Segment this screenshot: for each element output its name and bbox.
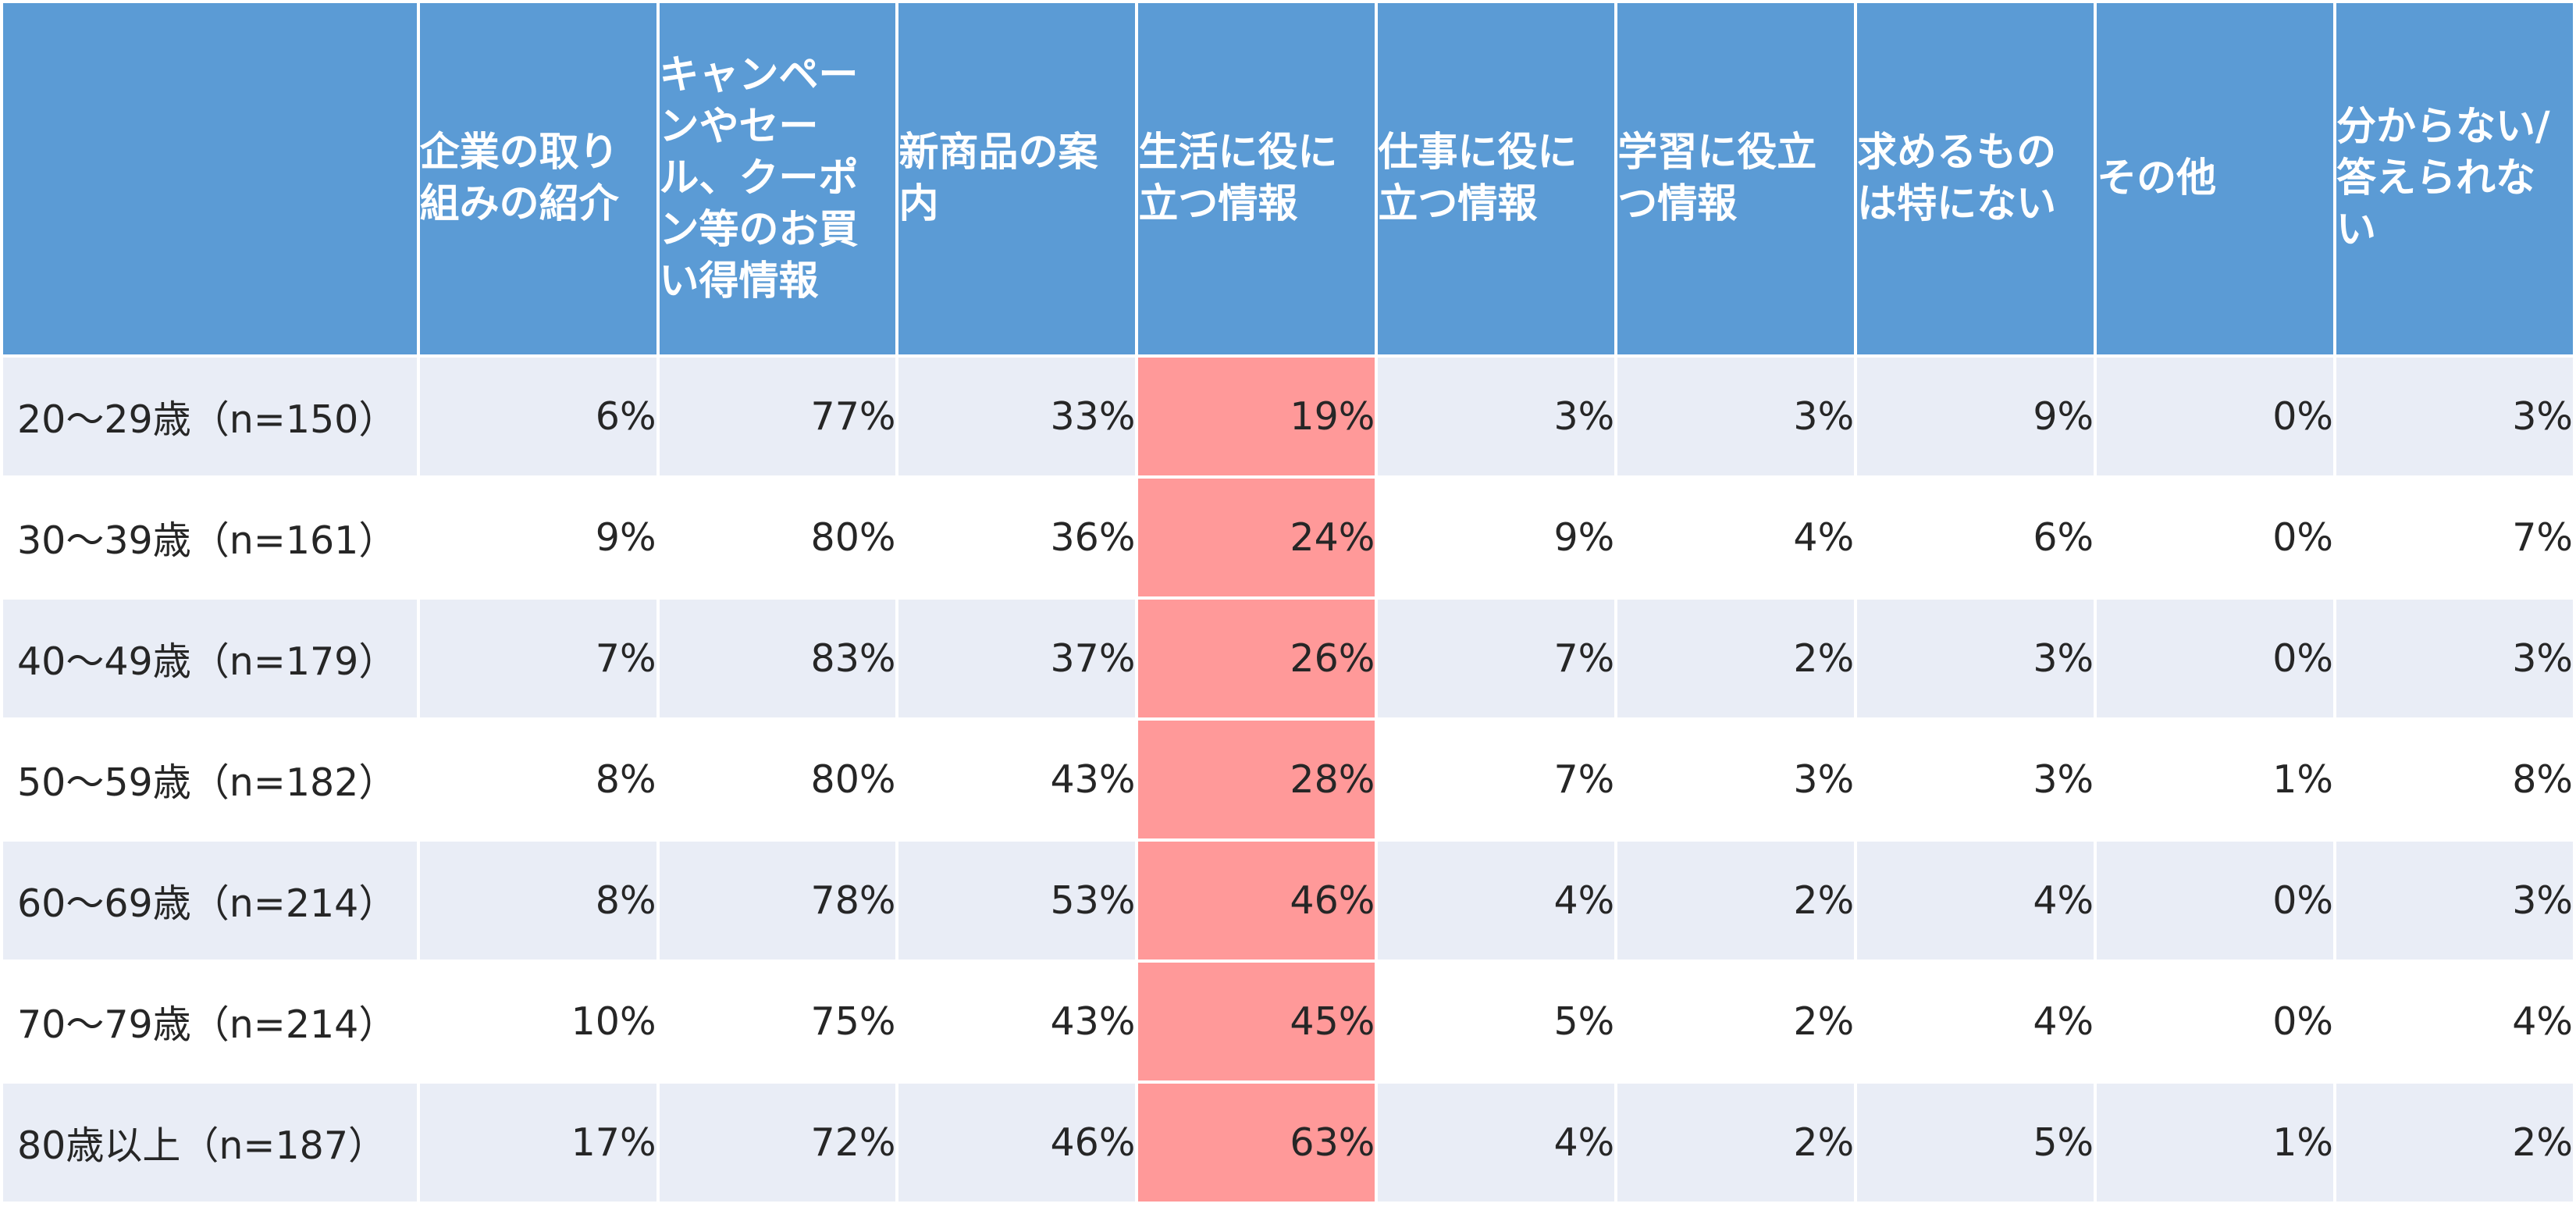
value-cell: 2% <box>2336 1084 2573 1202</box>
table-row: 70〜79歳（n=214） 10% 75% 43% 45% 5% 2% 4% 0% 4% <box>3 963 2573 1080</box>
value-cell: 17% <box>419 1084 656 1202</box>
value-cell: 9% <box>1378 479 1615 596</box>
row-label: 80歳以上（n=187） <box>3 1084 417 1202</box>
value-cell: 6% <box>419 358 656 475</box>
value-cell: 5% <box>1378 963 1615 1080</box>
value-cell: 4% <box>2336 963 2573 1080</box>
column-header: 生活に役に立つ情報 <box>1138 3 1375 354</box>
column-header: 仕事に役に立つ情報 <box>1378 3 1615 354</box>
table-row: 20〜29歳（n=150） 6% 77% 33% 19% 3% 3% 9% 0% 3% <box>3 358 2573 475</box>
table-row: 80歳以上（n=187） 17% 72% 46% 63% 4% 2% 5% 1% 2% <box>3 1084 2573 1202</box>
value-cell: 6% <box>1857 479 2094 596</box>
row-label: 30〜39歳（n=161） <box>3 479 417 596</box>
column-header: 求めるものは特にない <box>1857 3 2094 354</box>
value-cell: 10% <box>419 963 656 1080</box>
value-cell: 36% <box>898 479 1136 596</box>
value-cell: 3% <box>2336 358 2573 475</box>
highlighted-value-cell: 26% <box>1138 600 1375 717</box>
column-header: 分からない/答えられない <box>2336 3 2573 354</box>
column-header: その他 <box>2097 3 2333 354</box>
value-cell: 80% <box>659 721 896 838</box>
value-cell: 8% <box>419 721 656 838</box>
value-cell: 7% <box>2336 479 2573 596</box>
value-cell: 46% <box>898 1084 1136 1202</box>
row-label: 60〜69歳（n=214） <box>3 842 417 959</box>
value-cell: 3% <box>2336 842 2573 959</box>
value-cell: 0% <box>2097 963 2333 1080</box>
value-cell: 83% <box>659 600 896 717</box>
column-header: 学習に役立つ情報 <box>1617 3 1855 354</box>
value-cell: 2% <box>1617 842 1855 959</box>
row-label: 70〜79歳（n=214） <box>3 963 417 1080</box>
value-cell: 3% <box>1378 358 1615 475</box>
value-cell: 3% <box>1857 721 2094 838</box>
value-cell: 5% <box>1857 1084 2094 1202</box>
table-row: 30〜39歳（n=161） 9% 80% 36% 24% 9% 4% 6% 0% 7% <box>3 479 2573 596</box>
value-cell: 8% <box>419 842 656 959</box>
header-corner-cell <box>3 3 417 354</box>
highlighted-value-cell: 24% <box>1138 479 1375 596</box>
value-cell: 0% <box>2097 479 2333 596</box>
value-cell: 53% <box>898 842 1136 959</box>
column-header: 新商品の案内 <box>898 3 1136 354</box>
value-cell: 1% <box>2097 1084 2333 1202</box>
value-cell: 4% <box>1857 842 2094 959</box>
value-cell: 2% <box>1617 600 1855 717</box>
value-cell: 2% <box>1617 963 1855 1080</box>
value-cell: 1% <box>2097 721 2333 838</box>
value-cell: 7% <box>1378 721 1615 838</box>
value-cell: 9% <box>419 479 656 596</box>
value-cell: 43% <box>898 721 1136 838</box>
column-header: キャンペーンやセール、クーポン等のお買い得情報 <box>659 3 896 354</box>
value-cell: 77% <box>659 358 896 475</box>
value-cell: 7% <box>1378 600 1615 717</box>
value-cell: 9% <box>1857 358 2094 475</box>
value-cell: 7% <box>419 600 656 717</box>
value-cell: 43% <box>898 963 1136 1080</box>
highlighted-value-cell: 45% <box>1138 963 1375 1080</box>
value-cell: 0% <box>2097 600 2333 717</box>
value-cell: 78% <box>659 842 896 959</box>
value-cell: 37% <box>898 600 1136 717</box>
header-row: 企業の取り組みの紹介 キャンペーンやセール、クーポン等のお買い得情報 新商品の案… <box>3 3 2573 354</box>
table-row: 40〜49歳（n=179） 7% 83% 37% 26% 7% 2% 3% 0% 3% <box>3 600 2573 717</box>
value-cell: 4% <box>1378 842 1615 959</box>
value-cell: 75% <box>659 963 896 1080</box>
value-cell: 4% <box>1378 1084 1615 1202</box>
table-body: 20〜29歳（n=150） 6% 77% 33% 19% 3% 3% 9% 0% 3% 30〜39歳… <box>3 358 2573 1202</box>
highlighted-value-cell: 19% <box>1138 358 1375 475</box>
table-row: 60〜69歳（n=214） 8% 78% 53% 46% 4% 2% 4% 0% 3% <box>3 842 2573 959</box>
value-cell: 3% <box>2336 600 2573 717</box>
value-cell: 3% <box>1617 721 1855 838</box>
value-cell: 4% <box>1857 963 2094 1080</box>
value-cell: 33% <box>898 358 1136 475</box>
value-cell: 3% <box>1857 600 2094 717</box>
row-label: 50〜59歳（n=182） <box>3 721 417 838</box>
value-cell: 0% <box>2097 842 2333 959</box>
row-label: 40〜49歳（n=179） <box>3 600 417 717</box>
value-cell: 4% <box>1617 479 1855 596</box>
value-cell: 2% <box>1617 1084 1855 1202</box>
value-cell: 80% <box>659 479 896 596</box>
table-row: 50〜59歳（n=182） 8% 80% 43% 28% 7% 3% 3% 1% 8% <box>3 721 2573 838</box>
value-cell: 3% <box>1617 358 1855 475</box>
highlighted-value-cell: 63% <box>1138 1084 1375 1202</box>
value-cell: 0% <box>2097 358 2333 475</box>
value-cell: 72% <box>659 1084 896 1202</box>
value-cell: 8% <box>2336 721 2573 838</box>
row-label: 20〜29歳（n=150） <box>3 358 417 475</box>
highlighted-value-cell: 46% <box>1138 842 1375 959</box>
highlighted-value-cell: 28% <box>1138 721 1375 838</box>
column-header: 企業の取り組みの紹介 <box>419 3 656 354</box>
